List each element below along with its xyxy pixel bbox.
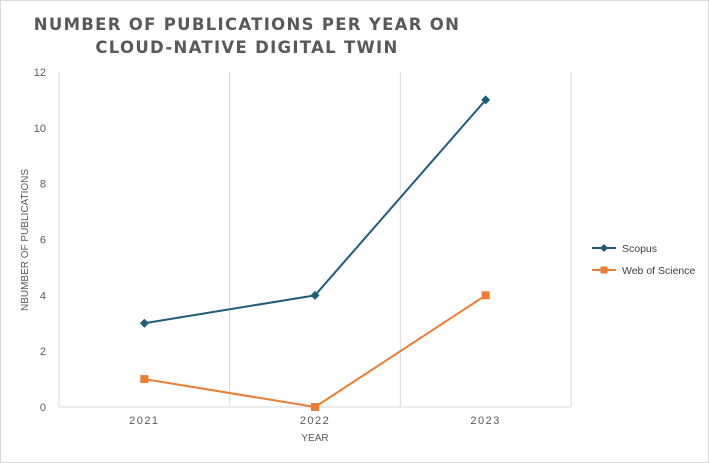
chart-title-line-1: NUMBER OF PUBLICATIONS PER YEAR ON: [33, 15, 461, 34]
legend-entry-label: Web of Science: [622, 265, 696, 277]
y-tick-label: 12: [34, 67, 46, 79]
chart-title-line-2: CLOUD-NATIVE DIGITAL TWIN: [95, 38, 399, 57]
series-line: [144, 294, 487, 408]
y-tick-label: 10: [34, 123, 46, 135]
x-axis-ticks: 2021 2022 2023: [129, 415, 500, 427]
data-point: [311, 403, 319, 411]
x-tick-label: 2022: [300, 415, 330, 427]
y-tick-label: 4: [40, 290, 46, 302]
series-group: [139, 95, 491, 411]
y-axis-label: NBUMBER OF PUBLICATIONS: [20, 169, 31, 311]
grid-lines: [58, 72, 572, 408]
data-point: [481, 95, 491, 105]
legend-entry-label: Scopus: [622, 243, 657, 255]
y-tick-label: 2: [40, 346, 46, 358]
y-axis-ticks: 0 2 4 6 8 10 12: [34, 67, 46, 414]
data-point: [139, 318, 149, 328]
data-point: [481, 291, 490, 300]
x-tick-label: 2021: [129, 415, 159, 427]
data-point: [140, 375, 149, 384]
data-point: [310, 290, 320, 300]
x-axis-label: YEAR: [301, 433, 328, 444]
series-line: [144, 99, 487, 325]
legend-marker: [600, 266, 608, 274]
legend: Scopus Web of Science: [592, 243, 696, 277]
y-tick-label: 6: [40, 235, 46, 247]
y-tick-label: 0: [40, 402, 46, 414]
x-tick-label: 2023: [470, 415, 500, 427]
legend-marker: [600, 244, 608, 252]
y-tick-label: 8: [40, 179, 46, 191]
